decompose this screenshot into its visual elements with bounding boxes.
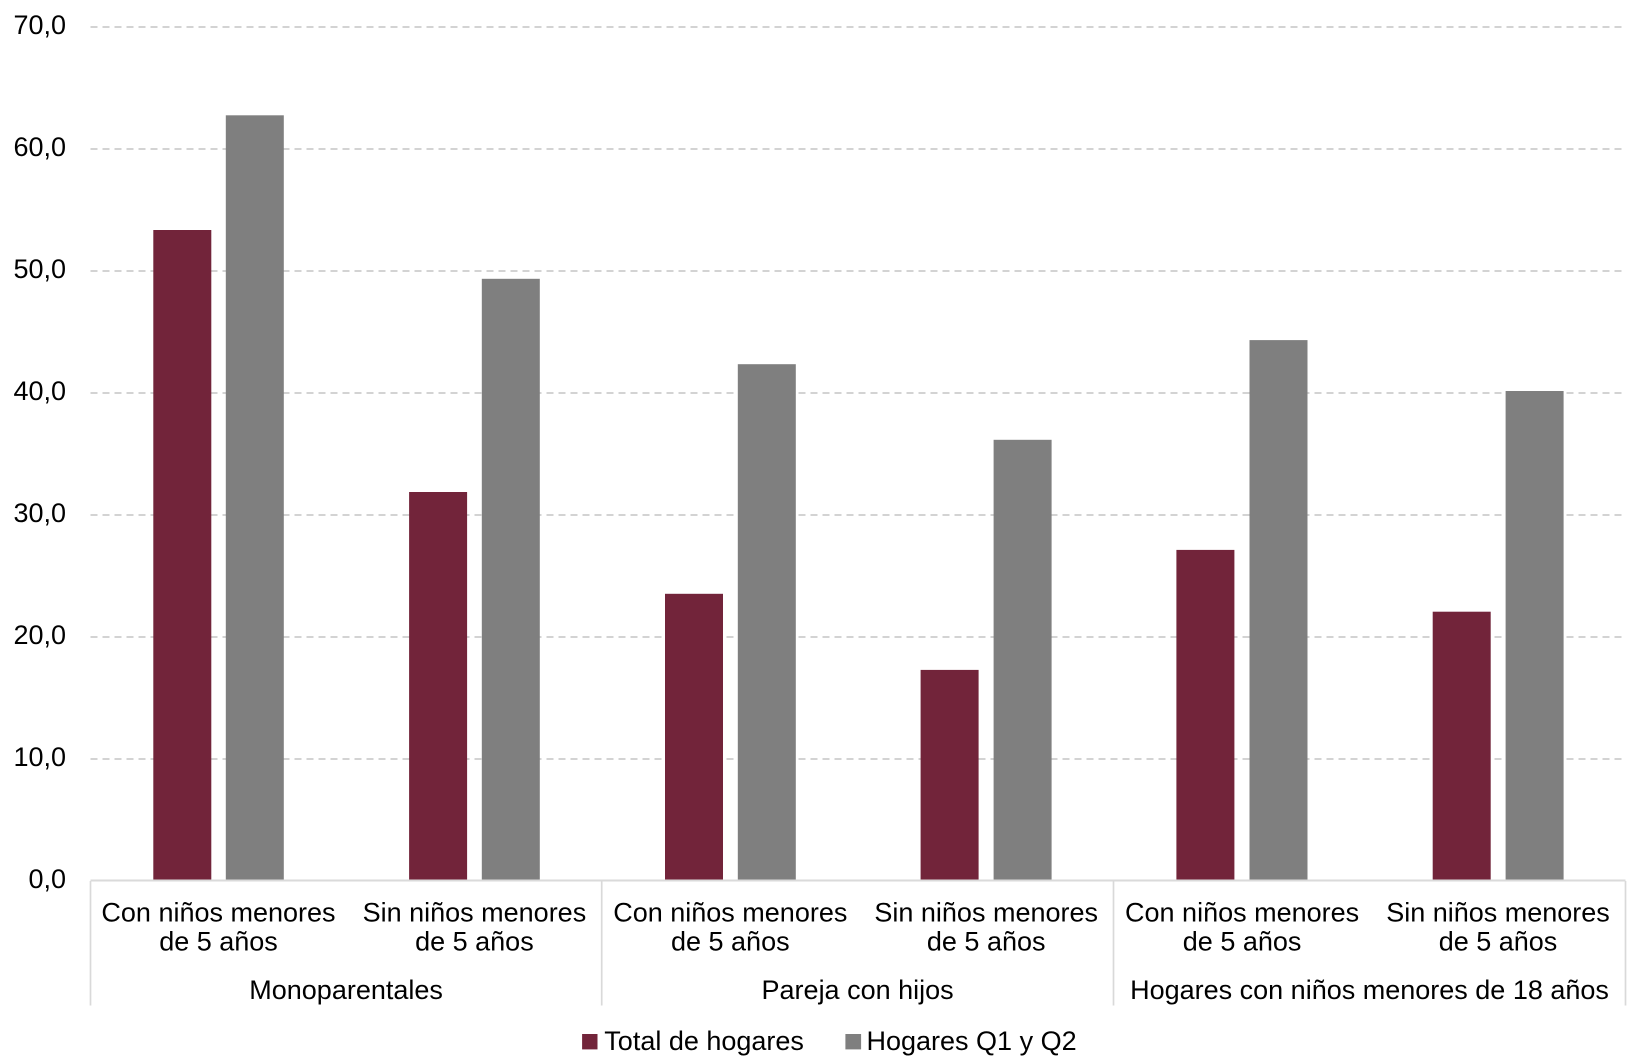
svg-text:de 5 años: de 5 años [159, 927, 278, 957]
svg-text:10,0: 10,0 [13, 742, 66, 772]
svg-text:Con niños menores: Con niños menores [1125, 898, 1359, 928]
svg-text:50,0: 50,0 [13, 254, 66, 284]
svg-text:Pareja con hijos: Pareja con hijos [762, 975, 954, 1005]
svg-text:0,0: 0,0 [28, 864, 66, 894]
svg-text:de 5 años: de 5 años [415, 927, 534, 957]
svg-text:Sin niños menores: Sin niños menores [363, 898, 587, 928]
svg-text:40,0: 40,0 [13, 376, 66, 406]
svg-text:Sin niños menores: Sin niños menores [1386, 898, 1610, 928]
svg-text:Total de hogares: Total de hogares [604, 1026, 804, 1056]
svg-text:Hogares Q1 y Q2: Hogares Q1 y Q2 [867, 1026, 1077, 1056]
svg-text:30,0: 30,0 [13, 498, 66, 528]
svg-text:70,0: 70,0 [13, 10, 66, 40]
svg-text:20,0: 20,0 [13, 620, 66, 650]
svg-text:Con niños menores: Con niños menores [101, 898, 335, 928]
svg-text:de 5 años: de 5 años [1183, 927, 1302, 957]
svg-text:de 5 años: de 5 años [1439, 927, 1558, 957]
svg-text:Hogares con niños menores de 1: Hogares con niños menores de 18 años [1130, 975, 1609, 1005]
svg-text:Monoparentales: Monoparentales [249, 975, 443, 1005]
svg-text:Con niños menores: Con niños menores [613, 898, 847, 928]
svg-text:60,0: 60,0 [13, 132, 66, 162]
svg-text:Sin niños menores: Sin niños menores [874, 898, 1098, 928]
svg-text:de 5 años: de 5 años [671, 927, 790, 957]
svg-text:de 5 años: de 5 años [927, 927, 1046, 957]
